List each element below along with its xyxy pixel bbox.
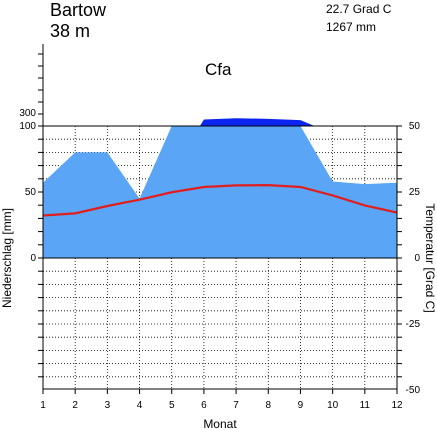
month-tick-label: 2 bbox=[72, 400, 78, 411]
left-axis-title: Niederschlag [mm] bbox=[0, 208, 14, 308]
month-tick-label: 1 bbox=[40, 400, 46, 411]
month-tick-label: 3 bbox=[105, 400, 111, 411]
month-tick-label: 10 bbox=[327, 400, 339, 411]
humid-precipitation-area bbox=[199, 118, 315, 126]
right-axis-title: Temperatur [Grad C] bbox=[423, 203, 437, 312]
precip-tick-label: 300 bbox=[19, 108, 36, 119]
month-tick-label: 5 bbox=[169, 400, 175, 411]
axes bbox=[38, 44, 402, 394]
precipitation-area bbox=[43, 126, 397, 258]
month-tick-label: 9 bbox=[298, 400, 304, 411]
temp-tick-label: -50 bbox=[406, 385, 421, 396]
temp-tick-label: 50 bbox=[409, 121, 421, 132]
month-tick-label: 8 bbox=[265, 400, 271, 411]
month-tick-label: 4 bbox=[137, 400, 143, 411]
month-tick-label: 11 bbox=[360, 400, 371, 411]
precip-tick-label: 50 bbox=[25, 187, 37, 198]
x-axis-title: Monat bbox=[203, 417, 237, 430]
precip-tick-label: 100 bbox=[19, 121, 36, 132]
precip-tick-label: 0 bbox=[30, 253, 36, 264]
precipitation-areas bbox=[43, 118, 397, 258]
temperature-series-line bbox=[42, 184, 398, 217]
mean-temperature: 22.7 Grad C bbox=[326, 2, 392, 16]
month-tick-label: 12 bbox=[391, 400, 403, 411]
month-tick-label: 7 bbox=[233, 400, 239, 411]
climate-classification: Cfa bbox=[205, 60, 232, 79]
temp-tick-label: -25 bbox=[406, 319, 421, 330]
temperature-line bbox=[42, 184, 398, 217]
station-name: Bartow bbox=[50, 0, 107, 20]
annual-precipitation: 1267 mm bbox=[326, 20, 377, 34]
temp-tick-label: 0 bbox=[414, 253, 420, 264]
temp-tick-label: 25 bbox=[409, 187, 421, 198]
station-elevation: 38 m bbox=[50, 21, 91, 41]
month-tick-label: 6 bbox=[201, 400, 207, 411]
